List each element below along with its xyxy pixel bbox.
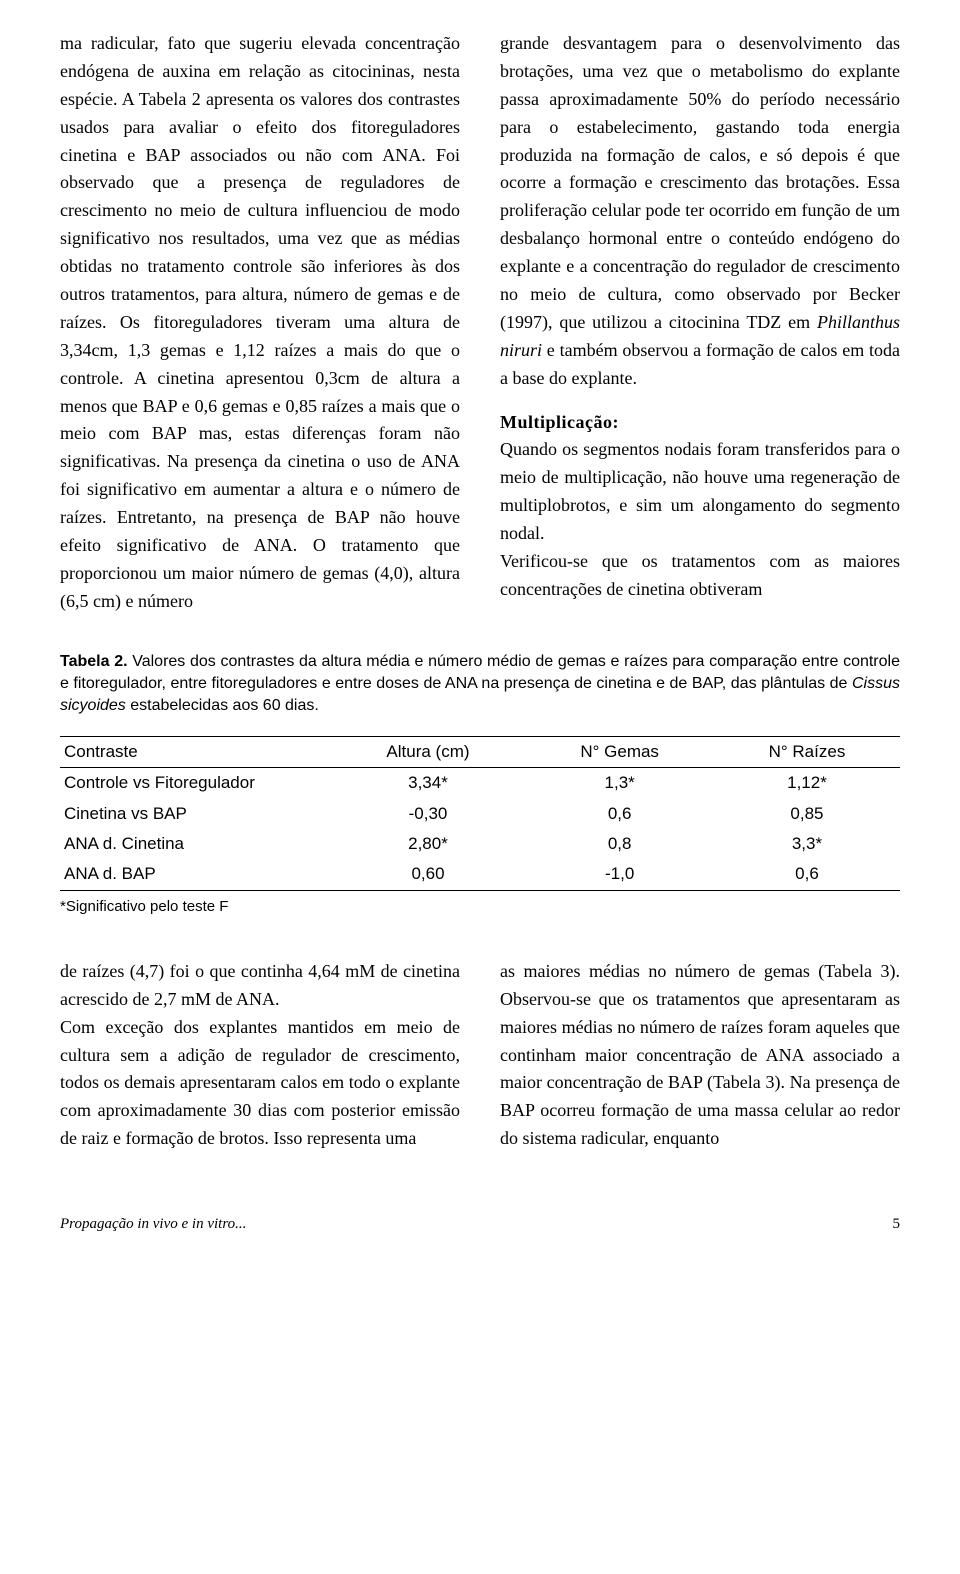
- body-columns-top: ma radicular, fato que sugeriu elevada c…: [60, 30, 900, 616]
- cell-raizes: 3,3*: [714, 829, 900, 859]
- table-row: ANA d. Cinetina 2,80* 0,8 3,3*: [60, 829, 900, 859]
- cell-contraste: ANA d. BAP: [60, 859, 331, 890]
- body-paragraph: grande desvantagem para o desenvolviment…: [500, 30, 900, 393]
- cell-raizes: 1,12*: [714, 768, 900, 799]
- body-text: grande desvantagem para o desenvolviment…: [500, 33, 900, 332]
- table-row: ANA d. BAP 0,60 -1,0 0,6: [60, 859, 900, 890]
- cell-gemas: 0,6: [525, 799, 714, 829]
- cell-contraste: Controle vs Fitoregulador: [60, 768, 331, 799]
- cell-contraste: ANA d. Cinetina: [60, 829, 331, 859]
- table-row: Controle vs Fitoregulador 3,34* 1,3* 1,1…: [60, 768, 900, 799]
- caption-text: Valores dos contrastes da altura média e…: [60, 653, 900, 692]
- cell-raizes: 0,85: [714, 799, 900, 829]
- cell-contraste: Cinetina vs BAP: [60, 799, 331, 829]
- running-title: Propagação in vivo e in vitro...: [60, 1213, 246, 1236]
- table-2-contrastes: Contraste Altura (cm) N° Gemas N° Raízes…: [60, 736, 900, 891]
- cell-altura: -0,30: [331, 799, 526, 829]
- col-header-gemas: N° Gemas: [525, 736, 714, 767]
- col-header-raizes: N° Raízes: [714, 736, 900, 767]
- cell-gemas: -1,0: [525, 859, 714, 890]
- left-column: de raízes (4,7) foi o que continha 4,64 …: [60, 958, 460, 1153]
- table-caption: Tabela 2. Valores dos contrastes da altu…: [60, 651, 900, 718]
- body-paragraph: Verificou-se que os tratamentos com as m…: [500, 548, 900, 604]
- body-paragraph: Quando os segmentos nodais foram transfe…: [500, 436, 900, 548]
- table-footnote: *Significativo pelo teste F: [60, 895, 900, 918]
- cell-gemas: 1,3*: [525, 768, 714, 799]
- section-heading-multiplicacao: Multiplicação:: [500, 409, 900, 437]
- body-paragraph: de raízes (4,7) foi o que continha 4,64 …: [60, 958, 460, 1014]
- page-number: 5: [893, 1213, 901, 1236]
- table-header-row: Contraste Altura (cm) N° Gemas N° Raízes: [60, 736, 900, 767]
- cell-raizes: 0,6: [714, 859, 900, 890]
- page-footer: Propagação in vivo e in vitro... 5: [60, 1213, 900, 1236]
- body-paragraph: as maiores médias no número de gemas (Ta…: [500, 958, 900, 1153]
- right-column: as maiores médias no número de gemas (Ta…: [500, 958, 900, 1153]
- cell-altura: 3,34*: [331, 768, 526, 799]
- cell-gemas: 0,8: [525, 829, 714, 859]
- caption-text: estabelecidas aos 60 dias.: [126, 697, 319, 714]
- col-header-contraste: Contraste: [60, 736, 331, 767]
- table-row: Cinetina vs BAP -0,30 0,6 0,85: [60, 799, 900, 829]
- col-header-altura: Altura (cm): [331, 736, 526, 767]
- table-label: Tabela 2.: [60, 653, 128, 670]
- body-paragraph: ma radicular, fato que sugeriu elevada c…: [60, 30, 460, 616]
- cell-altura: 0,60: [331, 859, 526, 890]
- body-columns-bottom: de raízes (4,7) foi o que continha 4,64 …: [60, 958, 900, 1153]
- body-text: e também observou a formação de calos em…: [500, 340, 900, 388]
- cell-altura: 2,80*: [331, 829, 526, 859]
- right-column: grande desvantagem para o desenvolviment…: [500, 30, 900, 616]
- body-paragraph: Com exceção dos explantes mantidos em me…: [60, 1014, 460, 1153]
- left-column: ma radicular, fato que sugeriu elevada c…: [60, 30, 460, 616]
